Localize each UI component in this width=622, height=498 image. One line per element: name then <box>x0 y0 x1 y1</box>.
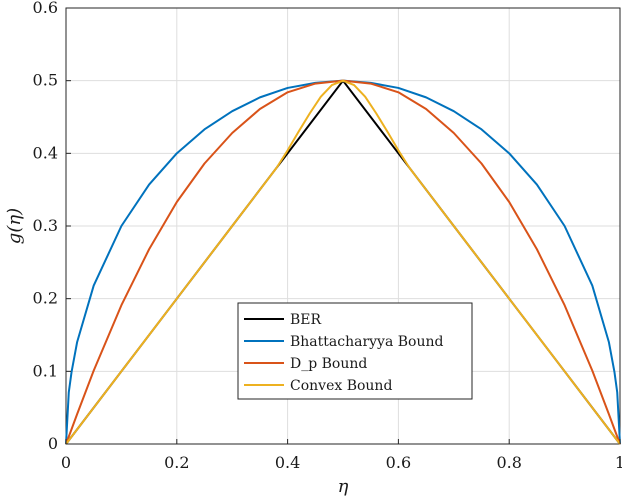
x-axis-label: η <box>338 476 349 497</box>
y-tick-label: 0.5 <box>33 71 58 90</box>
x-tick-label: 0 <box>61 453 71 472</box>
legend-entry-ber: BER <box>290 312 322 328</box>
legend: BER Bhattacharyya Bound D_p Bound Convex… <box>237 302 473 400</box>
y-axis-label: g(η) <box>4 208 25 244</box>
series-layer <box>65 79 621 445</box>
legend-entry-bhattacharyya: Bhattacharyya Bound <box>290 334 444 350</box>
legend-entry-dp: D_p Bound <box>290 356 367 372</box>
x-tick-label: 0.8 <box>496 453 521 472</box>
y-tick-label: 0.4 <box>33 143 58 162</box>
y-tick-label: 0.6 <box>33 0 58 17</box>
x-tick-label: 0.6 <box>386 453 411 472</box>
y-tick-label: 0 <box>48 434 58 453</box>
y-tick-label: 0.1 <box>33 361 58 380</box>
x-tick-label: 0.4 <box>275 453 300 472</box>
x-tick-label: 0.2 <box>164 453 189 472</box>
series-convex <box>65 79 621 445</box>
y-tick-label: 0.3 <box>33 216 58 235</box>
legend-entry-convex: Convex Bound <box>290 378 392 394</box>
y-tick-label: 0.2 <box>33 289 58 308</box>
ticks-layer: 0 0.2 0.4 0.6 0.8 1 0 0.1 0.2 0.3 0.4 0.5 0.6 <box>33 0 622 472</box>
x-tick-label: 1 <box>615 453 622 472</box>
